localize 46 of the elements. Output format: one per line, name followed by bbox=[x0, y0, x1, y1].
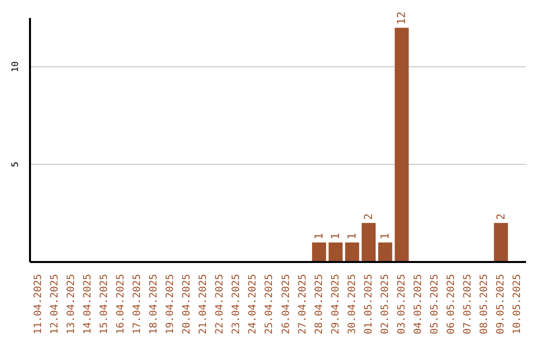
x-tick-label: 14.04.2025 bbox=[82, 274, 94, 334]
x-tick-label: 28.04.2025 bbox=[314, 274, 325, 334]
x-tick-label: 07.05.2025 bbox=[462, 274, 474, 334]
x-tick-label: 23.04.2025 bbox=[231, 274, 242, 334]
bar bbox=[362, 222, 376, 262]
x-tick-label: 13.04.2025 bbox=[66, 274, 77, 334]
x-tick-label: 09.05.2025 bbox=[496, 274, 507, 334]
bar bbox=[328, 242, 343, 262]
x-tick-label: 20.04.2025 bbox=[182, 274, 193, 334]
y-tick-label: 5 bbox=[11, 162, 21, 168]
data-label: 1 bbox=[329, 232, 342, 240]
x-tick-label: 12.04.2025 bbox=[49, 274, 60, 334]
x-tick-label: 01.05.2025 bbox=[363, 274, 374, 334]
x-tick-label: 15.04.2025 bbox=[98, 274, 110, 334]
x-tick-label: 11.04.2025 bbox=[32, 274, 44, 334]
x-tick-label: 25.04.2025 bbox=[264, 274, 276, 334]
bar bbox=[378, 242, 392, 262]
x-tick-label: 24.04.2025 bbox=[248, 274, 259, 334]
data-label: 1 bbox=[378, 232, 392, 240]
x-tick-label: 05.05.2025 bbox=[430, 274, 441, 334]
x-tick-label: 26.04.2025 bbox=[280, 274, 292, 334]
x-tick-label: 10.05.2025 bbox=[512, 274, 524, 334]
x-tick-label: 17.04.2025 bbox=[132, 274, 143, 334]
data-label: 2 bbox=[494, 213, 508, 220]
bar bbox=[494, 222, 508, 262]
x-tick-label: 19.04.2025 bbox=[165, 274, 176, 334]
data-label: 2 bbox=[362, 213, 376, 220]
x-tick-label: 27.04.2025 bbox=[297, 274, 308, 334]
x-tick-label: 08.05.2025 bbox=[479, 274, 490, 334]
x-tick-label: 04.05.2025 bbox=[413, 274, 424, 334]
x-tick-label: 30.04.2025 bbox=[346, 274, 358, 334]
data-label: 12 bbox=[395, 12, 408, 25]
data-label: 1 bbox=[346, 232, 359, 240]
x-tick-label: 22.04.2025 bbox=[214, 274, 226, 334]
x-tick-label: 21.04.2025 bbox=[198, 274, 210, 334]
bar bbox=[345, 242, 360, 262]
y-tick-label: 10 bbox=[11, 61, 21, 72]
x-tick-label: 16.04.2025 bbox=[115, 274, 126, 334]
x-tick-label: 03.05.2025 bbox=[396, 274, 408, 334]
bar bbox=[394, 28, 409, 262]
x-tick-label: 02.05.2025 bbox=[380, 274, 391, 334]
x-tick-label: 29.04.2025 bbox=[330, 274, 342, 334]
x-tick-label: 18.04.2025 bbox=[148, 274, 160, 334]
x-tick-label: 06.05.2025 bbox=[446, 274, 458, 334]
bar bbox=[312, 242, 326, 262]
data-label: 1 bbox=[312, 232, 326, 240]
